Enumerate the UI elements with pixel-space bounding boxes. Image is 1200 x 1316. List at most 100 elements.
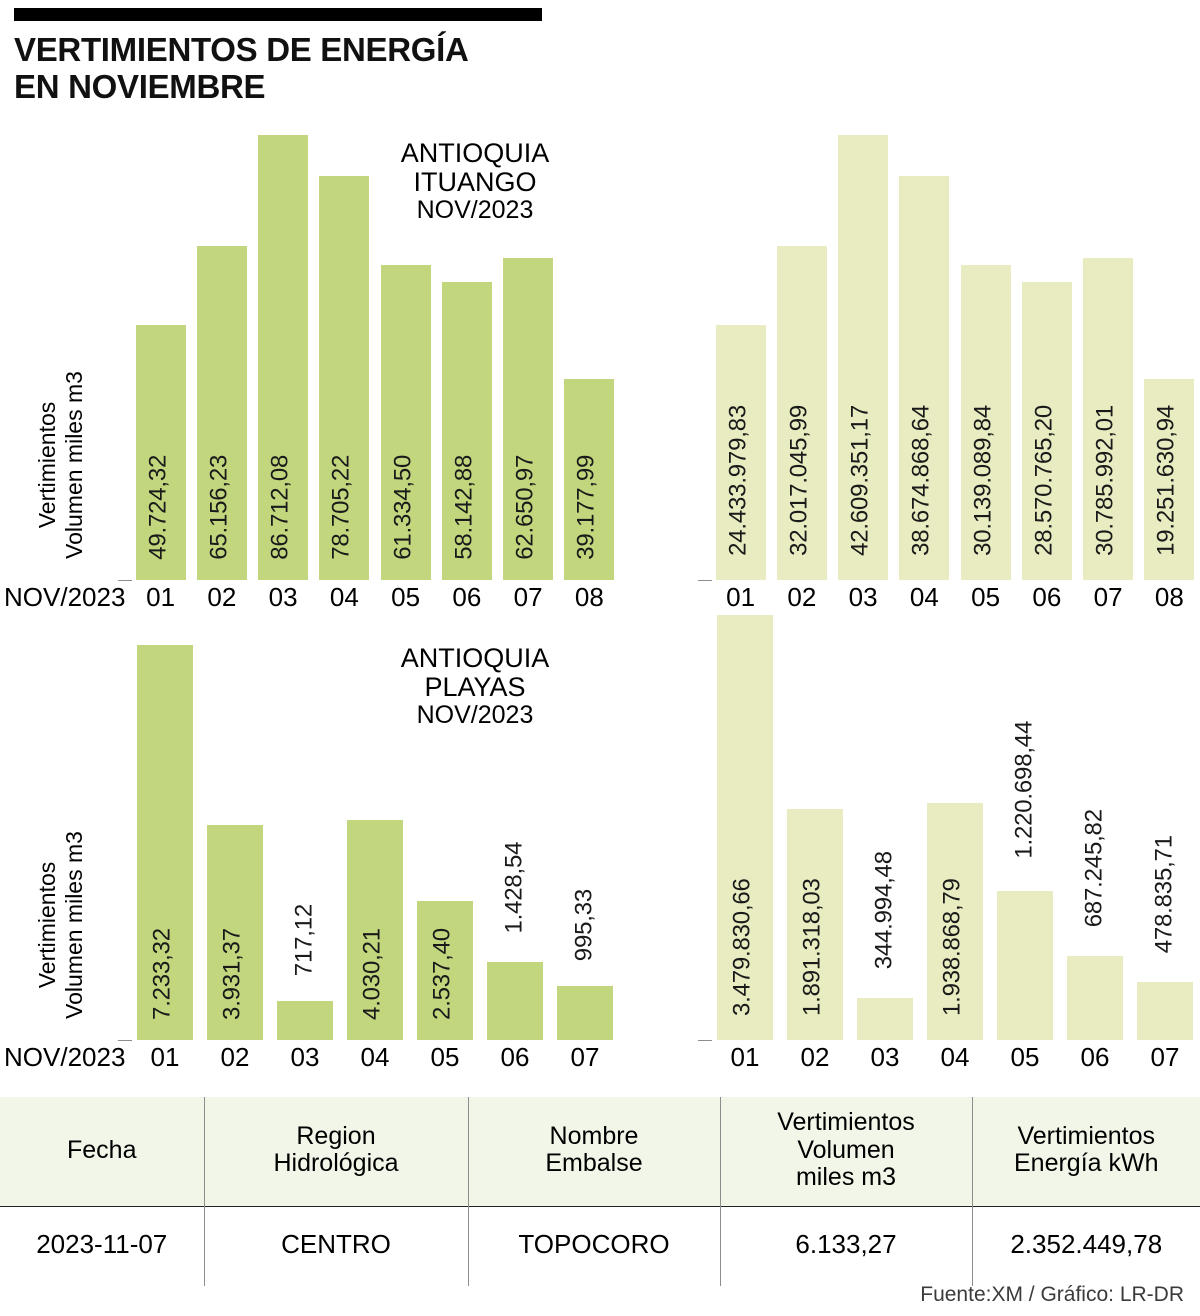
x-axis-line-playas-energia bbox=[698, 1040, 712, 1041]
bar-value-label: 39.177,99 bbox=[572, 455, 600, 561]
bar-column: 3.479.830,66 bbox=[710, 615, 780, 1040]
bar: 30.785.992,01 bbox=[1083, 258, 1134, 580]
table-column-header: Region Hidrológica bbox=[204, 1097, 469, 1206]
table-cell: TOPOCORO bbox=[468, 1205, 721, 1286]
plot-area-ituango-volumen: 49.724,32 65.156,23 86.712,08 78.705,22 61.3… bbox=[130, 135, 620, 580]
chart-antioquia-ituango-volumen: ANTIOQUIA ITUANGO NOV/2023 Vertimientos … bbox=[0, 110, 620, 620]
table-column-header: Vertimientos Volumen miles m3 bbox=[720, 1097, 973, 1206]
bar-value-label: 3.931,37 bbox=[218, 928, 246, 1021]
x-tick-label: 03 bbox=[290, 1042, 320, 1072]
table-body: 2023-11-07 CENTRO TOPOCORO 6.133,27 2.352.44… bbox=[0, 1205, 1200, 1286]
bar: 61.334,50 bbox=[380, 265, 431, 580]
bar-column: 3.931,37 bbox=[200, 645, 270, 1040]
bar: 24.433.979,83 bbox=[715, 324, 766, 580]
table-cell: 2.352.449,78 bbox=[972, 1205, 1200, 1286]
y-axis-label-volumen-ituango: Vertimientos Volumen miles m3 bbox=[34, 371, 88, 559]
x-tick-label: 02 bbox=[800, 1042, 830, 1072]
chart-title-playas: ANTIOQUIA PLAYAS NOV/2023 bbox=[330, 615, 620, 759]
x-tick-label: 01 bbox=[730, 1042, 760, 1072]
bar-column: 344.994,48 bbox=[850, 615, 920, 1040]
bar-column: 32.017.045,99 bbox=[771, 135, 832, 580]
bar-column: 58.142,88 bbox=[436, 135, 497, 580]
bar: 2.537,40 bbox=[417, 901, 473, 1040]
title-rule bbox=[14, 8, 542, 21]
x-ticks-playas-energia: 01 02 03 04 05 06 07 bbox=[710, 1042, 1200, 1073]
table-cell: CENTRO bbox=[204, 1205, 469, 1286]
bar-value-label: 61.334,50 bbox=[389, 455, 417, 561]
bar: 687.245,82 bbox=[1067, 809, 1123, 1040]
bar-value-label: 30.139.089,84 bbox=[969, 405, 997, 557]
x-tick-label: 08 bbox=[574, 582, 604, 612]
bar-column: 4.030,21 bbox=[340, 645, 410, 1040]
x-tick-label: 08 bbox=[1154, 582, 1184, 612]
bar-value-label: 717,12 bbox=[290, 904, 318, 977]
bar: 65.156,23 bbox=[196, 245, 247, 580]
bar-column: 86.712,08 bbox=[253, 135, 314, 580]
table-cell: 6.133,27 bbox=[720, 1205, 973, 1286]
bar-value-label: 65.156,23 bbox=[205, 455, 233, 561]
x-tick-label: 03 bbox=[848, 582, 878, 612]
chart-title-text: ANTIOQUIA ITUANGO bbox=[400, 138, 550, 198]
x-tick-label: 02 bbox=[220, 1042, 250, 1072]
bar-column: 1.220.698,44 bbox=[990, 615, 1060, 1040]
bar-column: 717,12 bbox=[270, 645, 340, 1040]
x-tick-label: 07 bbox=[513, 582, 543, 612]
x-tick-label: 07 bbox=[1150, 1042, 1180, 1072]
x-axis-line-playas-volumen bbox=[118, 1040, 132, 1041]
bar: 7.233,32 bbox=[137, 645, 193, 1040]
plot-area-playas-energia: 3.479.830,66 1.891.318,03 344.994,48 1.938.… bbox=[710, 615, 1200, 1040]
bar: 344.994,48 bbox=[857, 851, 913, 1040]
bar-column: 78.705,22 bbox=[314, 135, 375, 580]
bar: 19.251.630,94 bbox=[1144, 378, 1195, 580]
table-row: 2023-11-07 CENTRO TOPOCORO 6.133,27 2.352.44… bbox=[0, 1205, 1200, 1286]
bar-value-label: 86.712,08 bbox=[266, 455, 294, 561]
bar: 3.931,37 bbox=[207, 825, 263, 1040]
x-tick-label: 01 bbox=[146, 582, 176, 612]
bar-value-label: 3.479.830,66 bbox=[728, 878, 756, 1017]
table-head: Fecha Region Hidrológica Nombre Embalse Ver… bbox=[0, 1097, 1200, 1206]
x-tick-label: 06 bbox=[1032, 582, 1062, 612]
table-cell: 2023-11-07 bbox=[0, 1205, 205, 1286]
chart-title-text: ANTIOQUIA PLAYAS bbox=[400, 643, 550, 703]
x-axis-line-ituango-volumen bbox=[118, 580, 132, 581]
x-ticks-ituango-energia: 01 02 03 04 05 06 07 08 bbox=[710, 582, 1200, 613]
bar: 478.835,71 bbox=[1137, 835, 1193, 1040]
x-tick-label: 06 bbox=[1080, 1042, 1110, 1072]
plot-area-ituango-energia: 24.433.979,83 32.017.045,99 42.609.351,17 3… bbox=[710, 135, 1200, 580]
source-credit: Fuente:XM / Gráfico: LR-DR bbox=[920, 1283, 1184, 1306]
bar-column: 38.674.868,64 bbox=[894, 135, 955, 580]
bar-column: 65.156,23 bbox=[191, 135, 252, 580]
x-tick-label: 07 bbox=[1093, 582, 1123, 612]
bar-value-label: 58.142,88 bbox=[450, 455, 478, 561]
table: Fecha Region Hidrológica Nombre Embalse Ver… bbox=[0, 1097, 1200, 1286]
bar-value-label: 995,33 bbox=[570, 888, 598, 962]
bar: 62.650,97 bbox=[503, 258, 554, 580]
bar-value-label: 687.245,82 bbox=[1080, 809, 1108, 928]
bar: 1.891.318,03 bbox=[787, 809, 843, 1040]
x-axis-line-ituango-energia bbox=[698, 580, 712, 581]
x-tick-label: 01 bbox=[150, 1042, 180, 1072]
bar: 58.142,88 bbox=[441, 281, 492, 580]
bar-column: 1.938.868,79 bbox=[920, 615, 990, 1040]
bar: 717,12 bbox=[277, 904, 333, 1040]
bar-value-label: 24.433.979,83 bbox=[724, 405, 752, 557]
bar-column: 62.650,97 bbox=[498, 135, 559, 580]
bar-value-label: 62.650,97 bbox=[511, 455, 539, 561]
bar: 3.479.830,66 bbox=[717, 615, 773, 1040]
x-tick-label: 03 bbox=[268, 582, 298, 612]
table-column-header: Vertimientos Energía kWh bbox=[972, 1097, 1200, 1206]
x-tick-label: 05 bbox=[391, 582, 421, 612]
x-tick-label: 05 bbox=[1010, 1042, 1040, 1072]
bar-value-label: 2.537,40 bbox=[428, 928, 456, 1021]
bar-column: 42.609.351,17 bbox=[833, 135, 894, 580]
bar: 28.570.765,20 bbox=[1021, 281, 1072, 580]
bar: 32.017.045,99 bbox=[776, 245, 827, 580]
table-header-row: Fecha Region Hidrológica Nombre Embalse Ver… bbox=[0, 1097, 1200, 1206]
bar-value-label: 1.428,54 bbox=[500, 841, 528, 934]
page-title: VERTIMIENTOS DE ENERGÍA EN NOVIEMBRE bbox=[14, 31, 469, 105]
bar-column: 687.245,82 bbox=[1060, 615, 1130, 1040]
x-axis-origin-ituango-volumen: NOV/2023 bbox=[4, 582, 126, 612]
bar-column: 61.334,50 bbox=[375, 135, 436, 580]
bar-value-label: 32.017.045,99 bbox=[785, 405, 813, 557]
bar-value-label: 19.251.630,94 bbox=[1152, 405, 1180, 557]
